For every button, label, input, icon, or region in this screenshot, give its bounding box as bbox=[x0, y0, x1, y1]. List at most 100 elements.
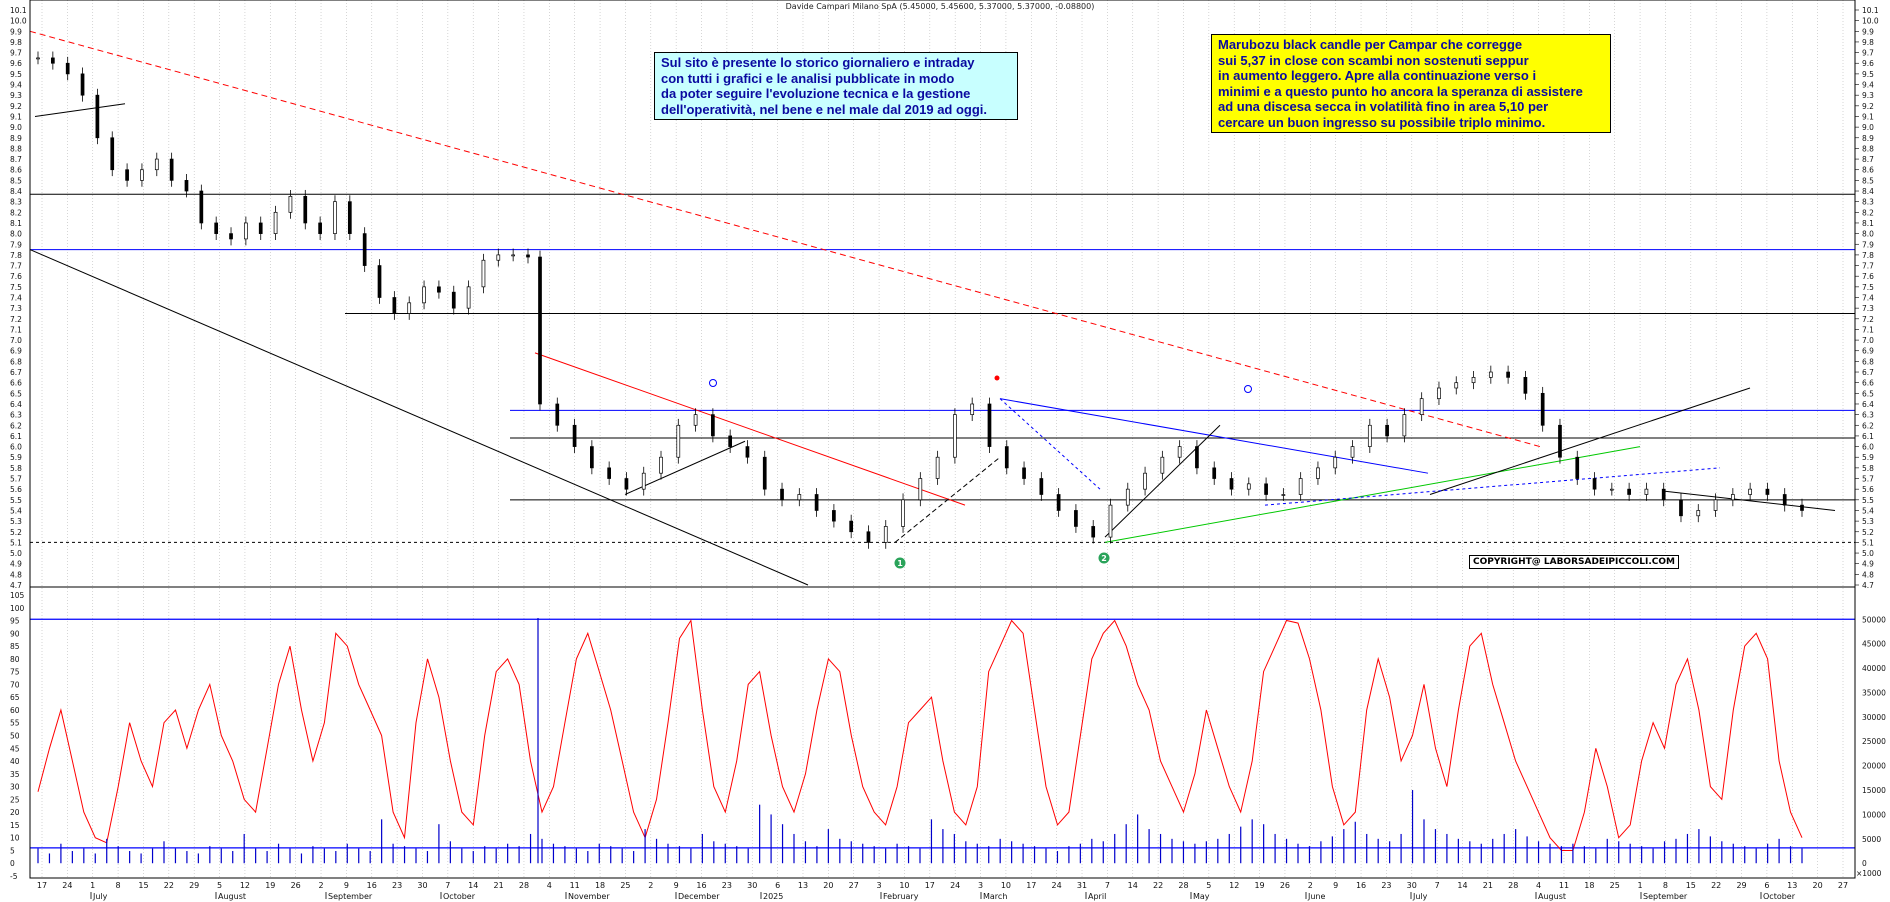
y-tick-label-left: 7.3 bbox=[10, 304, 22, 313]
volume-bar bbox=[667, 843, 669, 864]
volume-y-tick-label: 50000 bbox=[1862, 615, 1886, 624]
axes-layer: 17 24 1 8 15 22 29 5 12 19 26 2 9 16 23 30 7 14 21 28 4 11 18 2… bbox=[10, 0, 1886, 901]
osc-y-tick-label: 95 bbox=[10, 617, 20, 626]
volume-bar bbox=[1767, 843, 1769, 864]
volume-bar bbox=[1263, 824, 1265, 864]
candle-body bbox=[728, 435, 733, 447]
volume-bar bbox=[1102, 841, 1104, 864]
candle-body bbox=[866, 531, 871, 543]
volume-bar bbox=[816, 846, 818, 864]
y-tick-label-right: 5.2 bbox=[1862, 528, 1874, 537]
chart-title: Davide Campari Milano SpA (5.45000, 5.45… bbox=[785, 2, 1095, 11]
volume-bar bbox=[965, 841, 967, 864]
candle-body bbox=[1471, 377, 1476, 384]
y-tick-label-right: 8.6 bbox=[1862, 166, 1874, 175]
volume-bar bbox=[335, 851, 337, 864]
oscillator-layer bbox=[30, 618, 1855, 851]
volume-bar bbox=[690, 848, 692, 864]
y-tick-label-right: 9.0 bbox=[1862, 123, 1874, 132]
month-label: November bbox=[568, 892, 610, 901]
x-tick-label: 9 bbox=[1333, 881, 1338, 890]
x-tick-label: 14 bbox=[1128, 881, 1138, 890]
x-tick-label: 10 bbox=[1001, 881, 1011, 890]
candle-body bbox=[496, 254, 501, 261]
volume-bar bbox=[289, 848, 291, 864]
volume-bar bbox=[1343, 829, 1345, 864]
volume-bar bbox=[403, 846, 406, 864]
black-rise bbox=[1104, 424, 1221, 538]
volume-bar bbox=[1515, 829, 1517, 864]
y-tick-label-left: 5.4 bbox=[10, 506, 22, 515]
candle-body bbox=[797, 494, 802, 501]
x-tick-label: 28 bbox=[1178, 881, 1188, 890]
candle-body bbox=[80, 73, 85, 96]
red-dashed-downtrend bbox=[29, 30, 1541, 448]
candle-body bbox=[538, 256, 542, 405]
y-tick-label-left: 9.6 bbox=[10, 59, 22, 68]
blue-circle-marker bbox=[709, 379, 717, 387]
osc-y-tick-label: 30 bbox=[10, 783, 20, 792]
y-tick-label-right: 7.7 bbox=[1862, 262, 1874, 271]
x-tick-label: 24 bbox=[62, 881, 72, 890]
candle-body bbox=[987, 403, 992, 447]
x-tick-label: 17 bbox=[1026, 881, 1036, 890]
volume-bar bbox=[862, 843, 864, 864]
y-tick-label-right: 5.0 bbox=[1862, 549, 1874, 558]
x-tick-label: 1 bbox=[1638, 881, 1643, 890]
candle-body bbox=[169, 158, 174, 181]
volume-bar bbox=[529, 833, 532, 864]
candle-body bbox=[1402, 414, 1407, 437]
month-label: September bbox=[328, 892, 373, 901]
candle-body bbox=[377, 265, 382, 298]
month-label: February bbox=[883, 892, 919, 901]
volume-bar bbox=[507, 843, 509, 864]
volume-bar bbox=[312, 846, 314, 864]
volume-y-tick-label: 40000 bbox=[1862, 664, 1886, 673]
osc-y-tick-label: 105 bbox=[10, 591, 25, 600]
volume-bar bbox=[552, 843, 555, 864]
x-tick-label: 28 bbox=[519, 881, 529, 890]
volume-bar bbox=[1526, 836, 1528, 864]
y-tick-label-right: 9.3 bbox=[1862, 91, 1874, 100]
y-tick-label-left: 7.9 bbox=[10, 240, 22, 249]
copyright-label: COPYRIGHT@ LABORSADEIPICCOLI.COM bbox=[1469, 555, 1679, 569]
volume-bar bbox=[1377, 838, 1379, 864]
volume-bar bbox=[1308, 846, 1311, 864]
volume-bar bbox=[1537, 841, 1540, 864]
volume-bar bbox=[323, 848, 325, 864]
y-tick-label-left: 6.4 bbox=[10, 400, 22, 409]
volume-bar bbox=[873, 846, 875, 864]
candle-body bbox=[1748, 488, 1752, 495]
blue-resistance-line bbox=[999, 398, 1429, 474]
y-tick-label-right: 7.2 bbox=[1862, 315, 1874, 324]
volume-bar bbox=[736, 846, 738, 864]
osc-y-tick-label: 0 bbox=[10, 859, 15, 868]
candle-body bbox=[36, 57, 40, 60]
candle-body bbox=[1195, 446, 1199, 469]
volume-bar bbox=[1033, 846, 1036, 864]
x-tick-label: 26 bbox=[291, 881, 301, 890]
y-tick-label-right: 8.0 bbox=[1862, 230, 1874, 239]
volume-bar bbox=[1572, 843, 1574, 864]
volume-bar bbox=[976, 843, 978, 864]
osc-y-tick-label: 80 bbox=[10, 655, 20, 664]
y-tick-label-right: 9.4 bbox=[1862, 81, 1874, 90]
volume-bar bbox=[381, 819, 383, 864]
candle-body bbox=[303, 195, 308, 224]
x-tick-label: 26 bbox=[1280, 881, 1290, 890]
volume-y-tick-label: 25000 bbox=[1862, 737, 1886, 746]
candle-body bbox=[1385, 424, 1389, 437]
y-tick-label-right: 6.9 bbox=[1862, 347, 1874, 356]
volume-bar bbox=[1434, 829, 1437, 864]
y-tick-label-left: 8.3 bbox=[10, 198, 22, 207]
y-tick-label-left: 9.2 bbox=[10, 102, 22, 111]
y-tick-label-right: 8.8 bbox=[1862, 144, 1874, 153]
candle-body bbox=[1281, 494, 1286, 496]
volume-bar bbox=[484, 846, 486, 864]
volume-bar bbox=[1595, 848, 1597, 864]
volume-bar bbox=[1755, 848, 1757, 864]
candle-body bbox=[437, 286, 441, 293]
volume-bar bbox=[277, 843, 280, 864]
candle-body bbox=[273, 211, 278, 234]
candle-body bbox=[1177, 446, 1182, 458]
